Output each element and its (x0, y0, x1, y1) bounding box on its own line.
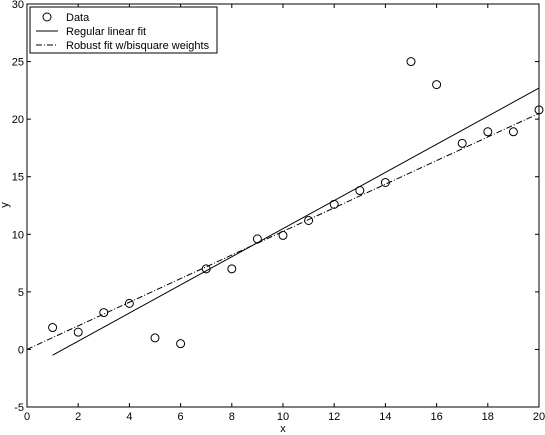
x-tick-label: 18 (482, 411, 494, 423)
y-tick-label: 0 (18, 344, 24, 356)
y-tick-label: 5 (18, 287, 24, 299)
fit-lines (26, 87, 540, 356)
robust-fit-line (26, 112, 540, 350)
data-point (227, 264, 237, 274)
legend-label-data: Data (66, 12, 90, 24)
data-point (176, 339, 186, 349)
y-tick-label: 15 (12, 172, 24, 184)
data-point (99, 308, 109, 318)
regular-fit-line (52, 87, 540, 356)
data-point (201, 264, 211, 274)
x-axis-label: x (280, 423, 286, 435)
data-point (534, 105, 544, 115)
data-point (483, 127, 493, 137)
x-tick-label: 0 (24, 411, 30, 423)
legend-box (29, 6, 218, 54)
x-axis-ticks: 0 2 4 6 8 10 12 14 16 18 20 (24, 4, 545, 423)
legend-marker-data (42, 12, 52, 22)
x-tick-label: 8 (229, 411, 235, 423)
x-tick-label: 16 (430, 411, 442, 423)
data-point (252, 234, 262, 244)
data-points (48, 57, 544, 349)
legend-label-regular-fit: Regular linear fit (66, 26, 146, 38)
y-axis-label: y (0, 202, 11, 208)
data-point (457, 138, 467, 148)
data-point (48, 323, 58, 333)
data-point (406, 57, 416, 67)
data-point (304, 215, 314, 225)
x-tick-label: 14 (379, 411, 391, 423)
plot-area-frame (26, 3, 540, 408)
data-point (73, 327, 83, 337)
x-tick-label: 12 (328, 411, 340, 423)
data-point (508, 127, 518, 137)
x-tick-label: 2 (75, 411, 81, 423)
x-tick-label: 20 (533, 411, 545, 423)
data-point (380, 177, 390, 187)
data-point (355, 186, 365, 196)
legend-label-robust-fit: Robust fit w/bisquare weights (66, 40, 210, 52)
legend: Data Regular linear fit Robust fit w/bis… (29, 6, 218, 54)
x-tick-label: 6 (178, 411, 184, 423)
y-tick-label: 10 (12, 229, 24, 241)
y-axis-ticks: -5 0 5 10 15 20 25 30 (12, 0, 539, 414)
x-tick-label: 4 (126, 411, 132, 423)
data-point (278, 230, 288, 240)
data-point (432, 80, 442, 90)
data-point (124, 298, 134, 308)
x-tick-label: 10 (277, 411, 289, 423)
y-tick-label: 20 (12, 114, 24, 126)
y-tick-label: 25 (12, 57, 24, 69)
y-tick-label: 30 (12, 0, 24, 11)
data-point (329, 199, 339, 209)
data-point (150, 333, 160, 343)
y-tick-label: -5 (14, 402, 24, 414)
